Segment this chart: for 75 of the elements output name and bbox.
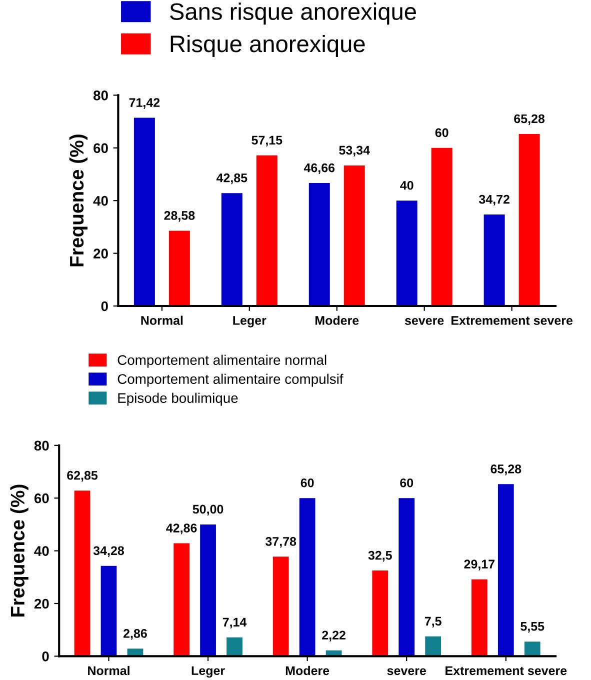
bar	[134, 118, 155, 306]
y-tick-label: 80	[34, 440, 49, 451]
x-tick-label: Modere	[286, 666, 330, 676]
data-label: 7,5	[424, 616, 442, 628]
data-label: 42,85	[216, 173, 248, 184]
legend-label: Risque anorexique	[170, 34, 365, 57]
bar	[372, 570, 388, 656]
legend-label: Comportement alimentaire compulsif	[118, 374, 344, 387]
bar	[396, 200, 418, 306]
legend-label: Sans risque anorexique	[170, 2, 416, 25]
legend-label: Episode boulimique	[118, 392, 238, 406]
bar	[308, 183, 330, 306]
bar	[256, 155, 278, 306]
x-tick-label: Leger	[192, 666, 225, 678]
y-axis-title: Frequence (%)	[10, 484, 28, 616]
x-tick-label: severe	[404, 318, 444, 325]
data-label: 40	[400, 180, 414, 190]
data-label: 32,5	[368, 550, 392, 562]
bar	[226, 637, 242, 656]
y-tick-label: 60	[34, 493, 49, 504]
data-label: 60	[435, 128, 448, 138]
y-tick-label: 40	[93, 196, 108, 206]
data-label: 34,28	[93, 546, 124, 557]
data-label: 37,78	[265, 536, 296, 548]
x-tick-label: severe	[387, 668, 426, 676]
x-tick-label: Extremement severe	[446, 666, 567, 676]
y-tick-label: 20	[34, 598, 49, 609]
bar	[484, 214, 505, 306]
y-tick-label: 40	[34, 546, 49, 556]
x-tick-label: Normal	[88, 666, 130, 676]
bar	[498, 484, 514, 656]
bar	[431, 148, 452, 306]
bar	[100, 566, 117, 656]
y-tick-label: 80	[93, 90, 108, 100]
data-label: 50,00	[192, 504, 224, 516]
bar	[524, 642, 540, 656]
bar	[518, 134, 540, 306]
bar	[471, 579, 488, 656]
legend-label: Comportement alimentaire normal	[118, 354, 326, 368]
bar	[221, 193, 242, 306]
bar	[168, 230, 190, 306]
x-tick-label: Extremement severe	[451, 316, 573, 325]
data-label: 60	[300, 478, 314, 488]
data-label: 62,85	[67, 470, 98, 482]
y-tick-label: 0	[42, 652, 49, 662]
data-label: 60	[400, 478, 414, 488]
bar	[272, 556, 289, 656]
data-label: 29,17	[464, 560, 495, 570]
data-label: 7,14	[222, 618, 247, 628]
y-axis-title: Frequence (%)	[69, 134, 88, 266]
data-label: 2,86	[123, 629, 147, 640]
y-tick-label: 20	[94, 248, 108, 258]
bar	[74, 490, 90, 656]
x-tick-label: Modere	[315, 316, 359, 325]
bar	[425, 636, 442, 656]
y-tick-label: 0	[101, 301, 108, 312]
bar	[174, 543, 190, 656]
bar	[200, 524, 216, 656]
data-label: 46,66	[304, 163, 335, 174]
data-label: 42,86	[166, 524, 197, 534]
data-label: 5,55	[520, 622, 544, 633]
data-label: 65,28	[514, 114, 545, 125]
x-tick-label: Normal	[141, 316, 183, 325]
data-label: 71,42	[129, 98, 160, 109]
data-label: 53,34	[339, 146, 370, 156]
data-label: 34,72	[478, 194, 510, 206]
data-label: 57,15	[252, 136, 282, 146]
data-label: 65,28	[490, 464, 522, 476]
bar	[299, 498, 316, 656]
data-label: 2,22	[322, 630, 346, 642]
bar	[398, 498, 415, 656]
bar	[344, 165, 365, 306]
y-tick-label: 60	[94, 143, 108, 154]
x-tick-label: Leger	[233, 316, 266, 328]
data-label: 28,58	[164, 211, 195, 222]
